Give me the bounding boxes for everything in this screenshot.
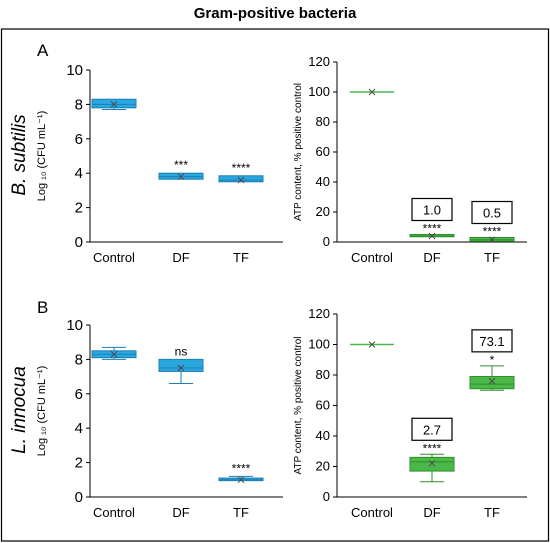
box-body [469, 376, 515, 390]
y-tick-label: 80 [316, 367, 330, 382]
box-body [91, 98, 137, 109]
x-tick-label: TF [233, 505, 249, 520]
y-tick-label: 20 [316, 204, 330, 219]
row-label-l-innocua: L. innocua [9, 366, 30, 454]
y-tick-label: 60 [316, 398, 330, 413]
y-axis-label: ATP content, % positive control [293, 336, 304, 474]
x-tick-label: DF [172, 250, 189, 265]
y-tick-label: 0 [75, 234, 83, 251]
panel-letter-b: B [37, 298, 48, 317]
y-tick-label: 10 [66, 317, 83, 334]
y-tick-label: 2 [75, 200, 83, 217]
chart-a-atp: 0 20 40 60 80 100 120 ATP content, % positive c… [293, 54, 527, 265]
box-tf [218, 175, 264, 184]
y-tick-label: 100 [308, 84, 330, 99]
x-tick-label: TF [484, 250, 500, 265]
box-df [409, 232, 455, 240]
mean-marker [488, 236, 496, 244]
y-axis-label: Log ₁₀ (CFU mL⁻¹) [36, 366, 48, 456]
value-label: 2.7 [423, 422, 441, 437]
y-tick-label: 40 [316, 428, 330, 443]
box-control [91, 346, 137, 360]
significance-label: ns [175, 344, 188, 358]
mean-marker [110, 350, 118, 358]
y-tick-label: 8 [75, 96, 83, 113]
value-label: 0.5 [483, 206, 501, 221]
box-body [158, 358, 204, 372]
y-tick-label: 80 [316, 114, 330, 129]
significance-label: *** [174, 158, 188, 172]
x-tick-label: DF [423, 250, 440, 265]
x-tick-label: Control [93, 250, 135, 265]
y-axis-label: Log ₁₀ (CFU mL⁻¹) [36, 111, 48, 201]
value-label-box [411, 197, 453, 222]
y-tick-label: 20 [316, 459, 330, 474]
value-label: 1.0 [423, 203, 441, 218]
box-body [409, 456, 455, 472]
x-tick-label: TF [233, 250, 249, 265]
significance-label: **** [232, 461, 251, 475]
box-control [350, 341, 394, 348]
box-tf [469, 236, 515, 244]
y-tick-label: 0 [323, 489, 330, 504]
y-tick-label: 60 [316, 144, 330, 159]
y-tick-label: 0 [323, 234, 330, 249]
mean-marker [177, 173, 185, 180]
mean-marker [110, 101, 118, 108]
x-tick-label: Control [351, 250, 393, 265]
figure-frame [0, 28, 550, 542]
panel-letter-a: A [37, 41, 49, 60]
y-tick-label: 8 [75, 351, 83, 368]
value-label-box [471, 329, 513, 353]
y-tick-label: 0 [75, 489, 83, 506]
significance-label: **** [483, 225, 502, 239]
box-control [350, 88, 394, 96]
chart-b-atp: 0 20 40 60 80 100 120 ATP content, % positive c… [293, 306, 527, 520]
mean-marker [368, 341, 376, 348]
x-tick-label: Control [93, 505, 135, 520]
value-label-box [411, 417, 453, 441]
y-tick-label: 6 [75, 131, 83, 148]
box-body [218, 175, 264, 183]
figure-title: Gram-positive bacteria [194, 5, 357, 22]
significance-label: * [490, 353, 495, 367]
mean-marker [488, 377, 496, 385]
y-tick-label: 2 [75, 455, 83, 472]
x-tick-label: DF [423, 505, 440, 520]
mean-marker [237, 176, 245, 184]
y-tick-label: 4 [75, 420, 83, 437]
mean-marker [368, 88, 376, 96]
y-axis-label: ATP content, % positive control [293, 83, 304, 221]
box-df [158, 172, 204, 180]
box-df [409, 453, 455, 483]
y-tick-label: 100 [308, 337, 330, 352]
y-tick-label: 4 [75, 165, 83, 182]
x-tick-label: TF [484, 505, 500, 520]
x-tick-label: Control [351, 505, 393, 520]
row-label-b-subtilis: B. subtilis [9, 114, 30, 196]
significance-label: **** [423, 441, 442, 455]
box-control [91, 98, 137, 111]
significance-label: **** [423, 222, 442, 236]
x-tick-label: DF [172, 505, 189, 520]
mean-marker [177, 364, 185, 372]
significance-label: **** [232, 161, 251, 175]
value-label-box [471, 200, 513, 225]
box-tf [469, 365, 515, 391]
box-df [158, 358, 204, 384]
y-tick-label: 6 [75, 386, 83, 403]
mean-marker [237, 476, 245, 484]
value-label: 73.1 [479, 334, 504, 349]
mean-marker [428, 232, 436, 240]
y-tick-label: 120 [308, 306, 330, 321]
box-tf [218, 475, 264, 484]
y-tick-label: 40 [316, 174, 330, 189]
mean-marker [428, 460, 436, 467]
y-tick-label: 10 [66, 62, 83, 79]
y-tick-label: 120 [308, 54, 330, 69]
chart-b-cfu: 0 2 4 6 8 10 Log ₁₀ (CFU mL⁻¹) Control DF TF ns ***… [36, 317, 283, 520]
